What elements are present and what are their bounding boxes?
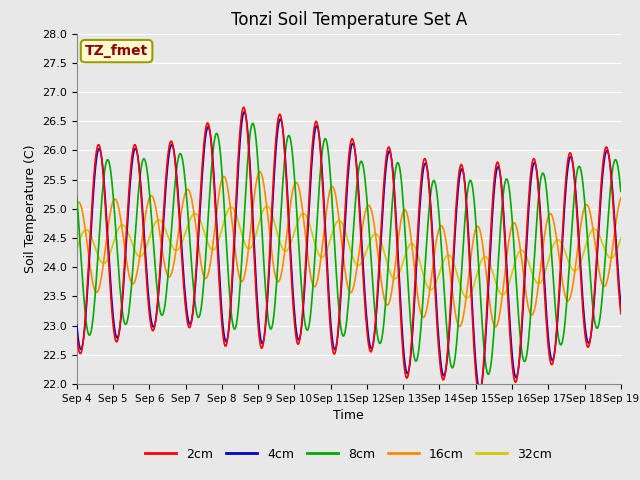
Line: 16cm: 16cm (77, 172, 621, 327)
16cm (83, 237, 90, 242)
32cm (617, 235, 625, 241)
32cm (431, 281, 439, 287)
8cm (223, 245, 230, 251)
Line: 4cm: 4cm (77, 112, 621, 390)
2cm (83, 294, 90, 300)
4cm (83, 301, 90, 307)
Text: TZ_fmet: TZ_fmet (85, 44, 148, 58)
32cm (223, 211, 230, 216)
Legend: 2cm, 4cm, 8cm, 16cm, 32cm: 2cm, 4cm, 8cm, 16cm, 32cm (140, 443, 557, 466)
32cm (194, 213, 202, 218)
16cm (139, 232, 147, 238)
Y-axis label: Soil Temperature (C): Soil Temperature (C) (24, 144, 36, 273)
4cm (223, 338, 230, 344)
16cm (617, 195, 625, 201)
4cm (617, 302, 625, 308)
2cm (476, 392, 483, 397)
8cm (83, 323, 90, 328)
32cm (73, 247, 81, 252)
2cm (617, 311, 625, 316)
8cm (249, 120, 257, 126)
2cm (431, 295, 439, 300)
32cm (463, 295, 471, 301)
8cm (73, 194, 81, 200)
Title: Tonzi Soil Temperature Set A: Tonzi Soil Temperature Set A (230, 11, 467, 29)
16cm (492, 324, 499, 330)
8cm (484, 372, 492, 377)
2cm (194, 236, 202, 242)
2cm (416, 198, 424, 204)
4cm (240, 109, 248, 115)
8cm (194, 314, 202, 320)
8cm (431, 181, 439, 187)
16cm (416, 304, 424, 310)
32cm (263, 204, 271, 209)
2cm (139, 216, 147, 221)
32cm (139, 252, 147, 258)
Line: 2cm: 2cm (77, 108, 621, 395)
Line: 8cm: 8cm (77, 123, 621, 374)
8cm (617, 189, 625, 194)
2cm (223, 341, 230, 347)
4cm (476, 387, 484, 393)
4cm (139, 208, 147, 214)
4cm (416, 209, 424, 215)
16cm (431, 243, 439, 249)
2cm (73, 332, 81, 337)
16cm (73, 202, 81, 207)
4cm (73, 322, 81, 328)
X-axis label: Time: Time (333, 409, 364, 422)
2cm (240, 105, 248, 110)
16cm (223, 180, 230, 185)
8cm (416, 340, 424, 346)
16cm (256, 169, 264, 175)
32cm (416, 258, 424, 264)
8cm (139, 158, 147, 164)
Line: 32cm: 32cm (77, 206, 621, 298)
4cm (431, 284, 439, 289)
4cm (194, 245, 202, 251)
16cm (194, 239, 202, 245)
32cm (83, 227, 90, 232)
